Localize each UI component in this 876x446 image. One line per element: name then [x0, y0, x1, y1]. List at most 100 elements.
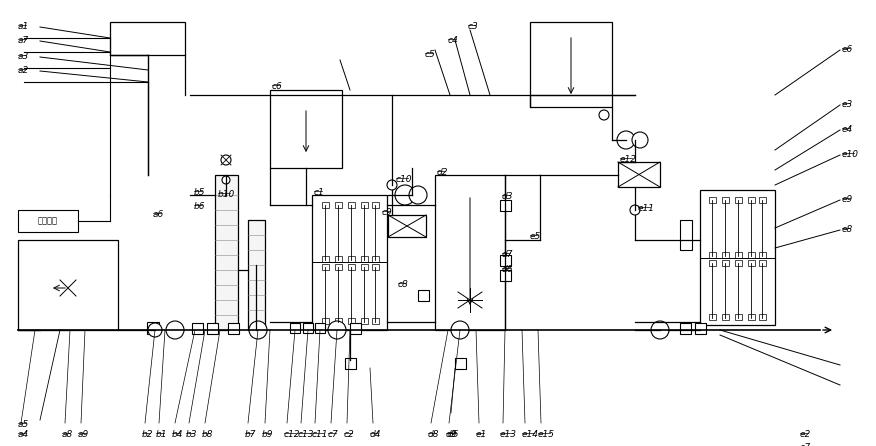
- Text: a5: a5: [18, 420, 29, 429]
- Text: e12: e12: [620, 155, 637, 164]
- Bar: [748, 197, 755, 203]
- Text: a4: a4: [18, 430, 29, 439]
- Circle shape: [249, 321, 267, 339]
- Text: c9: c9: [382, 208, 392, 217]
- Text: b1: b1: [156, 430, 167, 439]
- Bar: [735, 314, 742, 320]
- Bar: [709, 197, 716, 203]
- Text: b4: b4: [172, 430, 183, 439]
- Text: d3: d3: [502, 192, 513, 201]
- Circle shape: [222, 176, 230, 184]
- Text: d6: d6: [502, 265, 513, 274]
- Bar: [335, 318, 342, 324]
- Bar: [303, 323, 313, 333]
- Text: d2: d2: [437, 168, 449, 177]
- Text: b6: b6: [194, 202, 206, 211]
- Text: e1: e1: [476, 430, 487, 439]
- Text: c12: c12: [284, 430, 300, 439]
- Bar: [207, 323, 218, 334]
- Text: e8: e8: [842, 225, 853, 234]
- Bar: [700, 190, 775, 325]
- Text: e7: e7: [800, 443, 811, 446]
- Bar: [322, 318, 329, 324]
- Bar: [709, 260, 716, 266]
- Text: a7: a7: [18, 36, 29, 45]
- Circle shape: [630, 205, 640, 215]
- Bar: [322, 264, 329, 270]
- Bar: [110, 22, 185, 55]
- Bar: [759, 197, 766, 203]
- Text: c2: c2: [344, 430, 355, 439]
- Circle shape: [221, 155, 231, 165]
- Text: a6: a6: [153, 210, 165, 219]
- Bar: [500, 200, 511, 211]
- Text: b3: b3: [186, 430, 197, 439]
- Bar: [248, 220, 265, 330]
- Bar: [335, 202, 342, 208]
- Bar: [680, 220, 692, 250]
- Bar: [335, 256, 342, 262]
- Text: c5: c5: [425, 50, 435, 59]
- Text: e5: e5: [530, 232, 541, 241]
- Text: 含氮廢水: 含氮廢水: [38, 216, 58, 226]
- Bar: [530, 22, 612, 107]
- Bar: [500, 255, 511, 266]
- Circle shape: [148, 323, 162, 337]
- Text: c11: c11: [312, 430, 328, 439]
- Text: d5: d5: [448, 430, 460, 439]
- Text: a9: a9: [78, 430, 89, 439]
- Bar: [372, 264, 379, 270]
- Text: c10: c10: [396, 175, 413, 184]
- Text: e6: e6: [842, 45, 853, 54]
- Text: b2: b2: [142, 430, 153, 439]
- Bar: [18, 210, 78, 232]
- Bar: [361, 264, 368, 270]
- Bar: [695, 323, 706, 334]
- Text: d8: d8: [428, 430, 440, 439]
- Bar: [372, 202, 379, 208]
- Bar: [372, 318, 379, 324]
- Text: a3: a3: [18, 52, 29, 61]
- Bar: [348, 256, 355, 262]
- Text: c13: c13: [298, 430, 314, 439]
- Text: b9: b9: [262, 430, 273, 439]
- Bar: [388, 215, 426, 237]
- Bar: [709, 314, 716, 320]
- Text: e14: e14: [522, 430, 539, 439]
- Text: e11: e11: [638, 204, 655, 213]
- Text: e4: e4: [842, 125, 853, 134]
- Text: c1: c1: [314, 188, 325, 197]
- Text: e2: e2: [800, 430, 811, 439]
- Bar: [215, 175, 238, 330]
- Text: b7: b7: [245, 430, 257, 439]
- Bar: [618, 162, 660, 187]
- Circle shape: [651, 321, 669, 339]
- Circle shape: [682, 241, 690, 249]
- Bar: [759, 252, 766, 258]
- Text: b10: b10: [218, 190, 236, 199]
- Bar: [759, 260, 766, 266]
- Text: d4: d4: [370, 430, 382, 439]
- Text: c4: c4: [448, 36, 459, 45]
- Bar: [372, 256, 379, 262]
- Bar: [361, 256, 368, 262]
- Bar: [680, 323, 691, 334]
- Text: e10: e10: [842, 150, 859, 159]
- Bar: [315, 323, 325, 333]
- Circle shape: [387, 180, 397, 190]
- Bar: [350, 323, 361, 334]
- Bar: [722, 197, 729, 203]
- Bar: [361, 202, 368, 208]
- Bar: [290, 323, 300, 333]
- Bar: [500, 270, 511, 281]
- Bar: [735, 252, 742, 258]
- Bar: [312, 195, 387, 330]
- Bar: [709, 252, 716, 258]
- Bar: [322, 256, 329, 262]
- Text: a1: a1: [18, 22, 29, 31]
- Bar: [18, 240, 118, 330]
- Circle shape: [599, 110, 609, 120]
- Circle shape: [632, 132, 648, 148]
- Circle shape: [681, 223, 691, 233]
- Circle shape: [409, 186, 427, 204]
